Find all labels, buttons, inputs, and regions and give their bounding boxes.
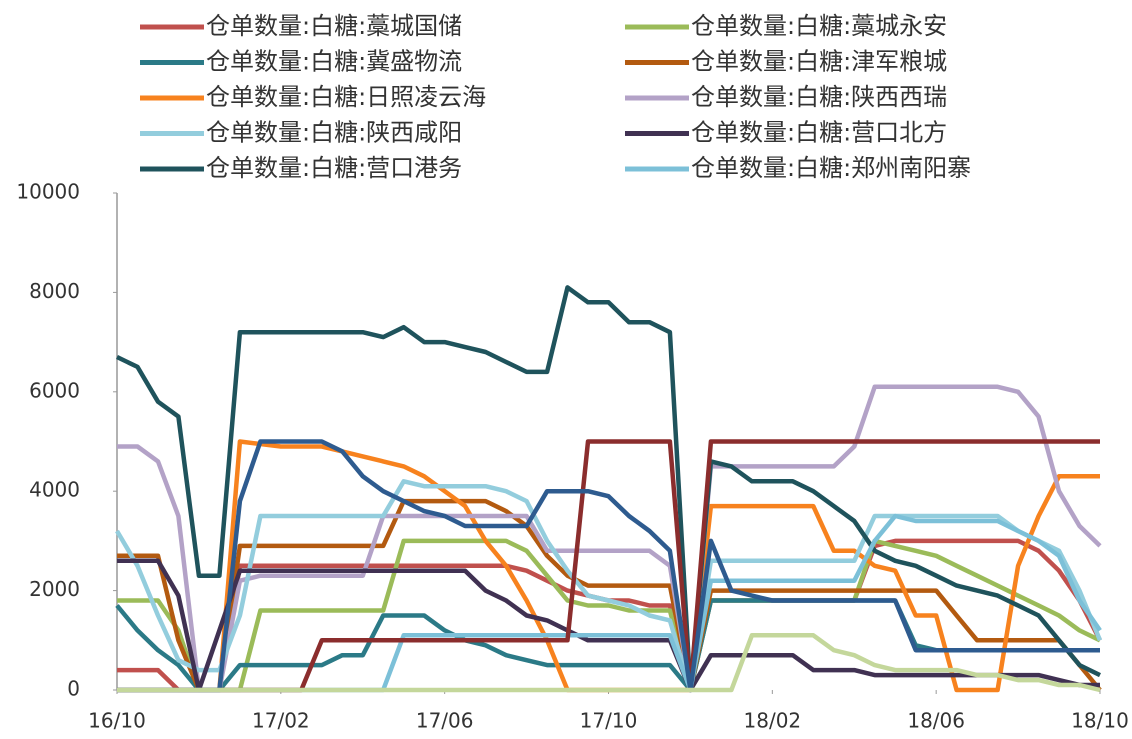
y-tick-label: 4000: [29, 478, 80, 502]
legend-label: 仓单数量:白糖:陕西咸阳: [206, 119, 462, 147]
y-tick-label: 0: [67, 677, 80, 701]
series-line: [117, 384, 1102, 693]
legend-label: 仓单数量:白糖:冀盛物流: [206, 48, 462, 76]
y-tick-label: 10000: [16, 180, 80, 204]
series-line: [117, 558, 1100, 693]
legend-label: 仓单数量:白糖:津军粮城: [691, 48, 947, 76]
series-line: [116, 285, 1101, 693]
x-tick-label: 17/02: [252, 709, 310, 733]
x-tick-label: 17/06: [416, 709, 474, 733]
legend-label: 仓单数量:白糖:藁城国储: [206, 12, 462, 40]
x-tick-label: 16/10: [88, 709, 146, 733]
legend-label: 仓单数量:白糖:营口港务: [206, 154, 462, 182]
x-tick-label: 18/10: [1071, 709, 1129, 733]
series-line: [115, 479, 1103, 693]
x-tick-label: 17/10: [580, 709, 638, 733]
legend-label: 仓单数量:白糖:陕西西瑞: [691, 83, 947, 111]
y-tick-label: 6000: [29, 378, 80, 402]
series-line: [117, 498, 1102, 693]
legend-label: 仓单数量:白糖:日照凌云海: [206, 83, 486, 111]
series-line: [117, 633, 1101, 693]
x-tick-label: 18/02: [744, 709, 802, 733]
y-tick-label: 2000: [29, 577, 80, 601]
legend-label: 仓单数量:白糖:郑州南阳寨: [691, 154, 971, 182]
y-tick-label: 8000: [29, 279, 80, 303]
x-tick-label: 18/06: [907, 709, 965, 733]
series-line: [117, 538, 1101, 693]
legend-label: 仓单数量:白糖:营口北方: [691, 119, 947, 147]
legend-label: 仓单数量:白糖:藁城永安: [691, 12, 947, 40]
series-line: [117, 439, 1100, 693]
